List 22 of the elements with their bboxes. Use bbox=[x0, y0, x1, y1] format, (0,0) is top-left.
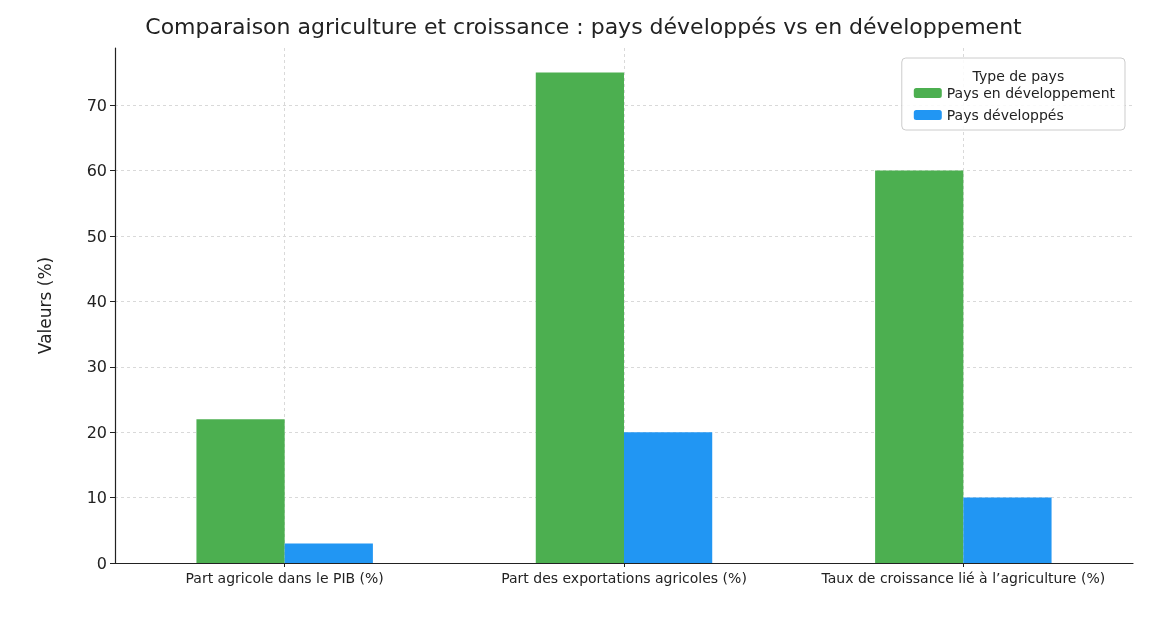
y-tick-label: 70 bbox=[86, 95, 107, 115]
bar bbox=[624, 432, 713, 563]
legend-label: Pays développés bbox=[946, 107, 1064, 123]
chart-title: Comparaison agriculture et croissance : pays développés vs en développement bbox=[145, 13, 1023, 39]
y-axis-title: Valeurs (%) bbox=[34, 256, 55, 355]
legend-title: Type de pays bbox=[971, 67, 1065, 84]
x-tick-label: Part agricole dans le PIB (%) bbox=[185, 569, 384, 586]
legend-label: Pays en développement bbox=[946, 85, 1116, 101]
y-tick-label: 60 bbox=[86, 161, 107, 181]
bar bbox=[535, 72, 624, 563]
y-tick-label: 40 bbox=[86, 291, 107, 311]
bar bbox=[875, 170, 964, 563]
x-tick-label: Part des exportations agricoles (%) bbox=[501, 569, 747, 586]
y-tick-label: 20 bbox=[86, 422, 107, 442]
y-tick-label: 0 bbox=[96, 553, 107, 573]
y-tick-label: 30 bbox=[86, 357, 107, 377]
y-tick-label: 50 bbox=[86, 226, 107, 246]
bar bbox=[284, 543, 373, 563]
y-tick-label: 10 bbox=[86, 488, 107, 508]
bar bbox=[196, 419, 285, 563]
bar bbox=[963, 497, 1052, 563]
x-tick-label: Taux de croissance lié à l’agriculture (%) bbox=[820, 569, 1106, 586]
